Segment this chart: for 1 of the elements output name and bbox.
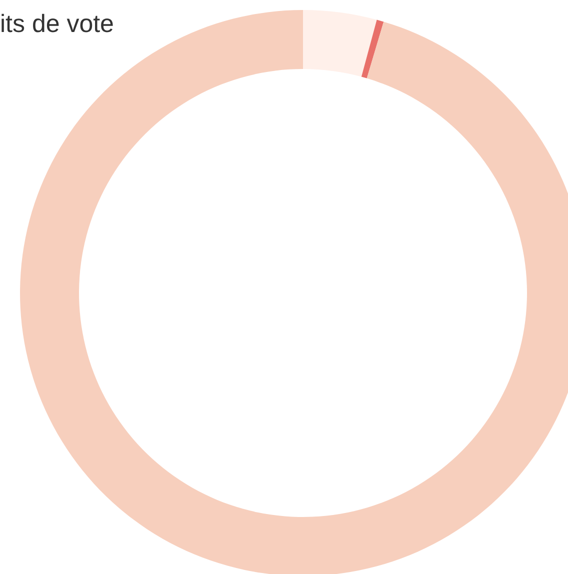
chart-title: its de vote — [0, 10, 114, 38]
